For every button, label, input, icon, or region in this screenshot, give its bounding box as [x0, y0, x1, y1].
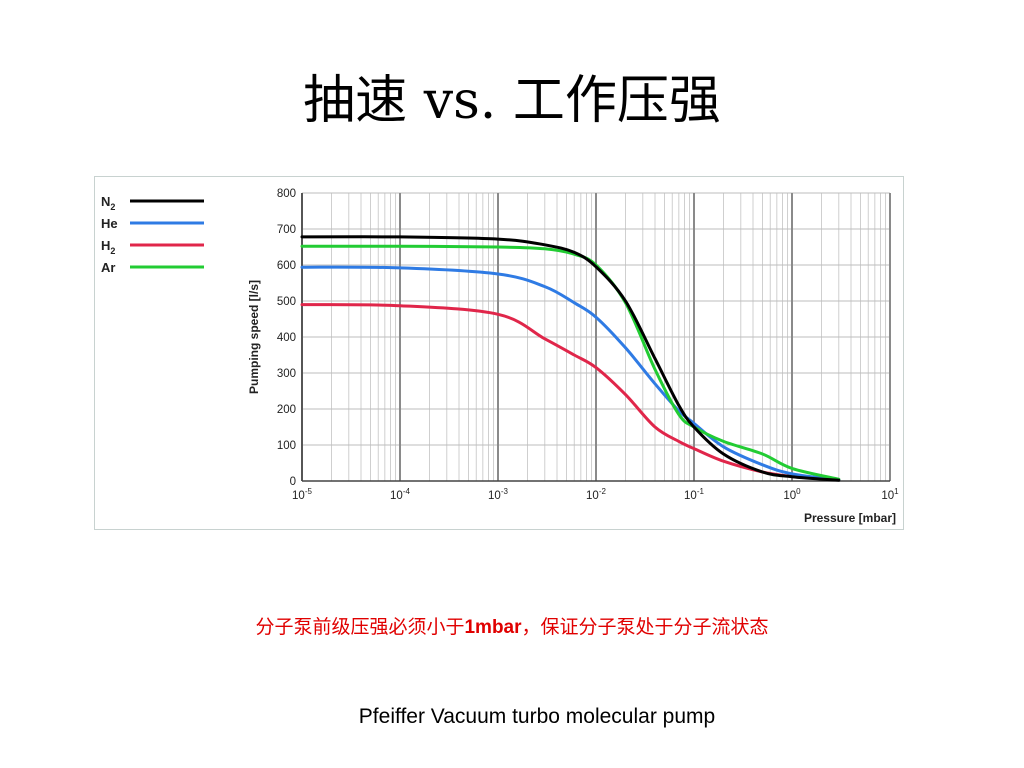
chart-frame: 0 100 200 300 400 500 600 700 800 10-5 10-4 10-3 10-… [94, 176, 904, 530]
y-tick-label: 800 [277, 188, 296, 200]
pumping-speed-chart: 0 100 200 300 400 500 600 700 800 10-5 10-4 10-3 10-… [101, 188, 899, 525]
y-tick-label: 500 [277, 296, 296, 308]
y-tick-label: 100 [277, 440, 296, 452]
note-text-part2: ，保证分子泵处于分子流状态 [521, 616, 769, 638]
series-line-he [300, 265, 841, 482]
note-text-part1: 分子泵前级压强必须小于 [255, 616, 465, 638]
x-tick-label: 10-5 [292, 487, 312, 502]
x-tick-label: 10-4 [390, 487, 410, 502]
x-axis-label: Pressure [mbar] [804, 511, 896, 525]
legend-label-he: He [101, 216, 118, 231]
x-tick-label: 10-2 [586, 487, 606, 502]
slide-title: 抽速 vs. 工作压强 [303, 71, 721, 131]
foreline-pressure-note: 分子泵前级压强必须小于1mbar，保证分子泵处于分子流状态 [0, 612, 1024, 639]
y-tick-label: 200 [277, 404, 296, 416]
series-line-ar [300, 244, 841, 481]
series-line-n2 [300, 235, 841, 482]
y-axis-label: Pumping speed [l/s] [247, 280, 261, 394]
source-caption: Pfeiffer Vacuum turbo molecular pump [358, 705, 716, 728]
legend-label-h2: H2 [101, 238, 115, 256]
x-tick-label: 101 [881, 487, 899, 502]
legend-label-ar: Ar [101, 260, 115, 275]
y-tick-label: 600 [277, 260, 296, 272]
x-tick-label: 10-1 [684, 487, 704, 502]
x-tick-label: 10-3 [488, 487, 508, 502]
series-line-h2 [300, 303, 794, 479]
x-tick-label: 100 [783, 487, 801, 502]
legend-label-n2: N2 [101, 194, 115, 212]
y-tick-label: 700 [277, 224, 296, 236]
note-text-bold: 1mbar [464, 617, 522, 638]
y-tick-label: 300 [277, 368, 296, 380]
y-tick-label: 400 [277, 332, 296, 344]
y-tick-label: 0 [290, 476, 296, 488]
